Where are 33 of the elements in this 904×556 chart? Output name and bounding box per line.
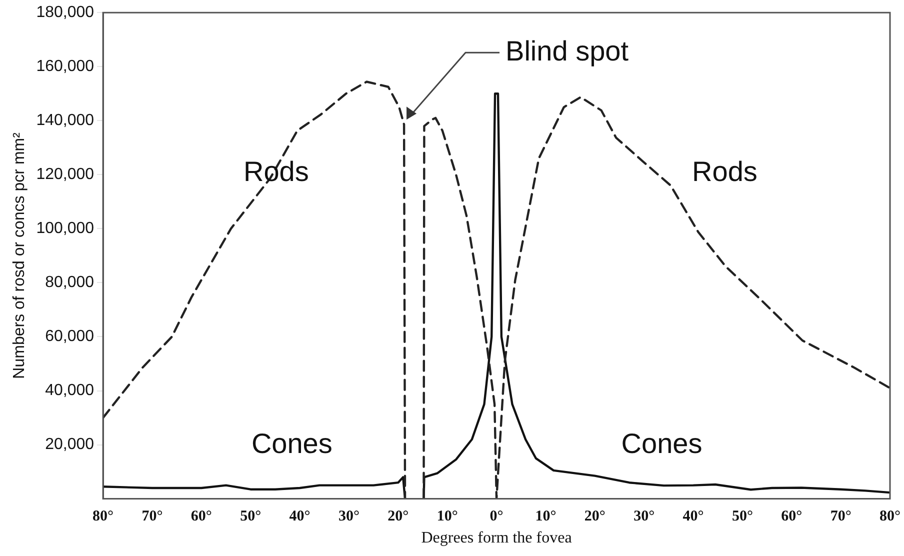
x-tick-label: 40° (289, 508, 310, 525)
y-tick-label: 80,000 (45, 274, 94, 292)
x-tick-label: 60° (190, 508, 212, 525)
x-tick-label: 50° (240, 508, 262, 525)
y-tick-label: 160,000 (36, 58, 94, 76)
x-tick-label: 30° (338, 508, 360, 525)
x-tick-label: 30° (634, 508, 655, 525)
x-tick-label: 20° (584, 508, 606, 525)
x-tick-label: 70° (142, 508, 163, 525)
y-tick-label: 180,000 (36, 4, 94, 22)
x-tick-label: 0° (490, 508, 504, 525)
text: Cones (251, 428, 332, 460)
series-label: Cones (621, 428, 702, 460)
x-tick-label: 80° (92, 508, 114, 525)
x-axis-title: Degrees form the fovea (421, 530, 572, 547)
annotation: Blind spot (506, 35, 629, 66)
y-tick-label: 20,000 (45, 436, 94, 454)
text: Rods (692, 156, 758, 187)
x-tick-label: 60° (781, 508, 802, 525)
y-tick-label: 100,000 (36, 220, 94, 238)
y-axis-title: Numbers of rosd or concs pcr mm² (11, 132, 28, 379)
y-tick-label: 40,000 (45, 382, 94, 400)
x-tick-label: 20° (388, 508, 409, 525)
y-tick-label: 120,000 (36, 166, 94, 184)
x-tick-label: 80° (880, 508, 900, 525)
y-tick-label: 140,000 (36, 112, 94, 130)
x-tick-label: 40° (682, 508, 704, 525)
x-tick-label: 10° (436, 508, 458, 525)
x-tick-label: 70° (830, 508, 852, 525)
y-tick-label: 60,000 (45, 328, 94, 346)
series-label: Rods (243, 156, 309, 187)
x-tick-label: 50° (732, 508, 753, 525)
x-tick-label: 10° (535, 508, 556, 525)
